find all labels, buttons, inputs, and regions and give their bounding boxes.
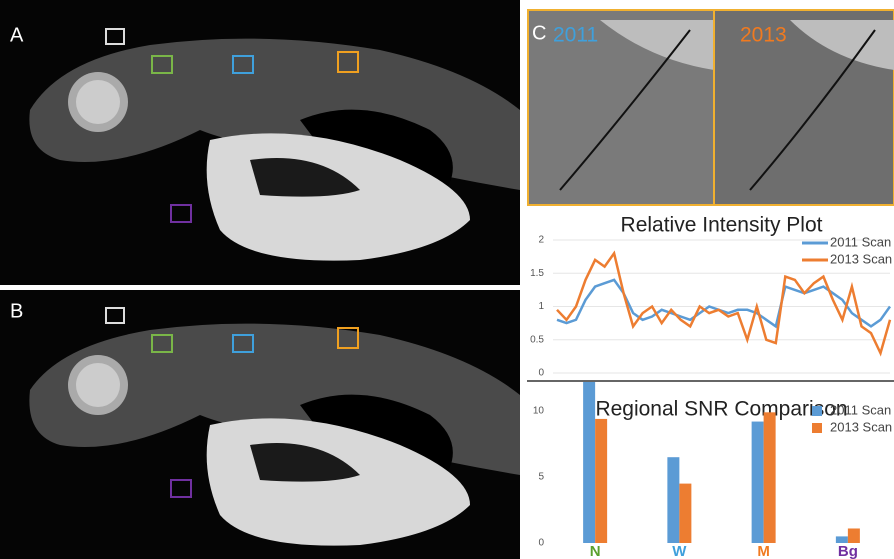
bar: [595, 419, 607, 543]
bar: [764, 412, 776, 543]
x-tick-label: N: [590, 543, 601, 559]
legend-label: 2013 Scan: [830, 419, 892, 434]
year-label: 2011: [553, 24, 598, 47]
bar: [752, 422, 764, 543]
image-b: [0, 290, 520, 559]
x-tick-label: W: [672, 543, 687, 559]
y-tick-label: 10: [533, 406, 545, 417]
bar: [583, 382, 595, 543]
y-tick-label: 5: [538, 472, 544, 483]
bar: [848, 528, 860, 543]
panel-label: B: [10, 300, 23, 322]
y-tick-label: 0: [538, 368, 544, 379]
x-tick-label: Bg: [838, 543, 858, 559]
legend-swatch: [812, 423, 822, 433]
image-a: [0, 0, 520, 285]
legend-swatch: [812, 406, 822, 416]
legend-label: 2011 Scan: [830, 234, 891, 249]
y-tick-label: 1: [538, 301, 544, 312]
chart-title: Regional SNR Comparison: [595, 398, 847, 421]
year-label: 2013: [740, 24, 787, 47]
bar: [836, 536, 848, 543]
panel-label: C: [532, 22, 546, 44]
page: A B C D E 2011 2013 Relative Intensity P…: [0, 0, 894, 559]
chart-title: Relative Intensity Plot: [621, 214, 823, 237]
figure: A B C D E 2011 2013 Relative Intensity P…: [0, 0, 894, 559]
y-tick-label: 2: [538, 235, 544, 246]
y-tick-label: 0.5: [530, 334, 544, 345]
legend-label: 2011 Scan: [830, 402, 891, 417]
panel-label: A: [10, 24, 24, 46]
x-tick-label: M: [757, 543, 770, 559]
bar: [667, 457, 679, 543]
y-tick-label: 0: [538, 538, 544, 549]
legend-label: 2013 Scan: [830, 251, 892, 266]
bar: [679, 484, 691, 543]
y-tick-label: 1.5: [530, 268, 544, 279]
